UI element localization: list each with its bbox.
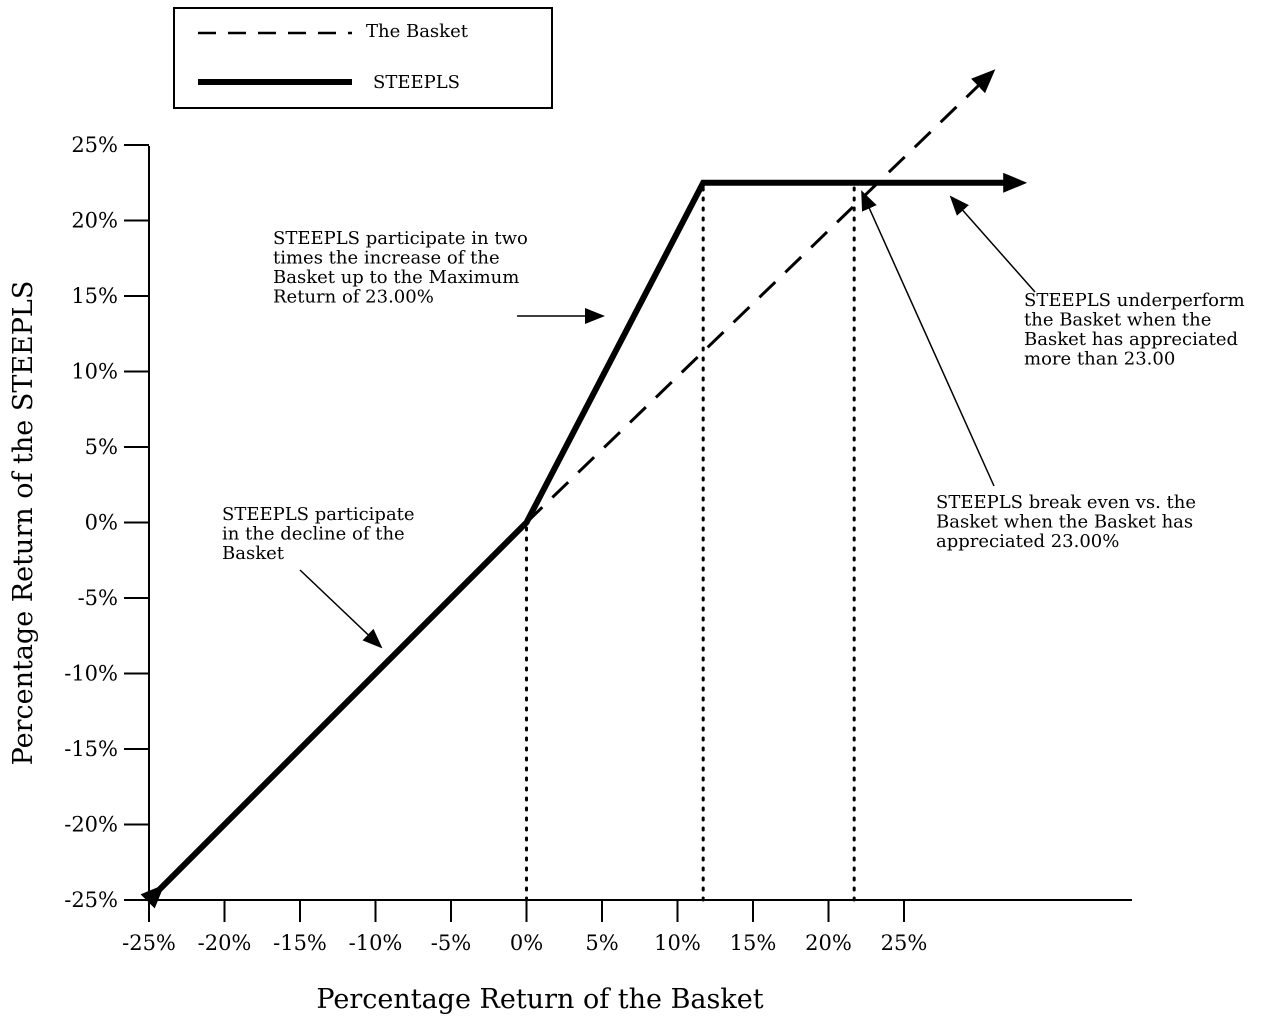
annotation-underperform: STEEPLS underperform the Basket when the… — [949, 195, 1250, 370]
reference-lines — [525, 181, 856, 902]
x-tick-label: 0% — [510, 931, 543, 955]
annotation-decline: STEEPLS participate in the decline of th… — [222, 504, 420, 649]
y-tick-label: -20% — [64, 813, 118, 837]
annotation-break-even-line-3: appreciated 23.00% — [936, 531, 1119, 552]
x-tick-label: -10% — [349, 931, 403, 955]
y-tick-label: -5% — [78, 586, 118, 610]
y-axis-title: Percentage Return of the STEEPLS — [8, 281, 39, 766]
annotation-decline-line-1: STEEPLS participate — [222, 504, 415, 525]
annotation-underperform-line-2: the Basket when the — [1024, 310, 1211, 331]
x-tick-label: -25% — [122, 931, 176, 955]
annotation-underperform-arrow — [949, 195, 1036, 293]
annotation-underperform-line-3: Basket has appreciated — [1024, 329, 1238, 350]
x-tick-label: 20% — [805, 931, 852, 955]
annotation-break-even-arrow — [861, 190, 995, 487]
legend: The Basket STEEPLS — [173, 7, 553, 109]
y-tick-label: -25% — [64, 888, 118, 912]
annotation-decline-line-2: in the decline of the — [222, 524, 405, 545]
annotation-two-times: STEEPLS participate in two times the inc… — [273, 228, 605, 324]
annotation-two-times-line-3: Basket up to the Maximum — [273, 267, 519, 288]
legend-box — [173, 7, 553, 109]
y-tick-label: 15% — [71, 284, 118, 308]
y-ticks: 25% 20% 15% 10% 5% 0% -5% -10% -15% -20% -25% — [64, 133, 149, 912]
svg-text:STEEPLS underperform the: STEEPLS underperform the Basket when the… — [1024, 290, 1250, 370]
svg-text:STEEPLS break even vs. the: STEEPLS break even vs. the Basket when t… — [936, 492, 1202, 552]
svg-text:STEEPLS participate in t: STEEPLS participate in the decline of th… — [222, 504, 420, 564]
y-tick-label: -15% — [64, 737, 118, 761]
y-tick-label: 25% — [71, 133, 118, 157]
annotation-two-times-line-1: STEEPLS participate in two — [273, 228, 528, 249]
series-line-steepls — [140, 172, 1028, 909]
annotation-two-times-line-2: times the increase of the — [273, 248, 500, 269]
annotation-break-even: STEEPLS break even vs. the Basket when t… — [861, 190, 1202, 552]
x-tick-label: 25% — [881, 931, 928, 955]
x-ticks: -25% -20% -15% -10% -5% 0% 5% 10% 15% 20% 25% — [122, 900, 927, 955]
annotation-two-times-line-4: Return of 23.00% — [273, 287, 434, 308]
annotation-underperform-line-4: more than 23.00 — [1024, 349, 1175, 370]
x-tick-label: -20% — [198, 931, 252, 955]
legend-label-basket: The Basket — [366, 21, 469, 42]
annotation-break-even-line-1: STEEPLS break even vs. the — [936, 492, 1196, 513]
y-tick-label: 10% — [71, 360, 118, 384]
svg-text:STEEPLS participate in two: STEEPLS participate in two times the inc… — [273, 228, 534, 308]
series-line-basket — [525, 69, 996, 524]
x-axis-title: Percentage Return of the Basket — [316, 984, 763, 1015]
x-tick-label: -5% — [431, 931, 471, 955]
x-tick-label: 5% — [585, 931, 618, 955]
annotation-decline-arrow — [299, 569, 383, 649]
y-tick-label: 5% — [85, 435, 118, 459]
annotation-decline-line-3: Basket — [222, 543, 285, 564]
legend-label-steepls: STEEPLS — [373, 72, 460, 93]
x-tick-label: -15% — [273, 931, 327, 955]
x-tick-label: 15% — [730, 931, 777, 955]
x-tick-label: 10% — [654, 931, 701, 955]
y-tick-label: 20% — [71, 209, 118, 233]
annotation-break-even-line-2: Basket when the Basket has — [936, 512, 1193, 533]
y-tick-label: 0% — [85, 511, 118, 535]
y-tick-label: -10% — [64, 662, 118, 686]
annotation-underperform-line-1: STEEPLS underperform — [1024, 290, 1245, 311]
